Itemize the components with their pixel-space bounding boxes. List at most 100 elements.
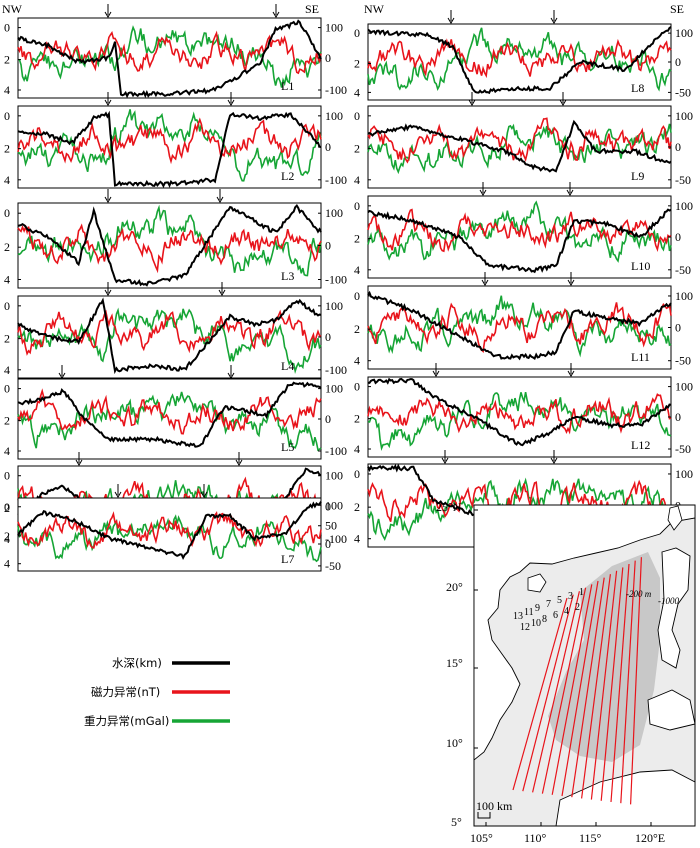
- anomaly-tick-label: 0: [325, 330, 331, 344]
- depth-tick-label: 2: [4, 501, 10, 515]
- panel-frame: [367, 105, 672, 189]
- series-gravity: [367, 392, 672, 451]
- survey-line: [630, 557, 642, 805]
- map-borneo: [555, 769, 696, 827]
- anomaly-tick-label: -50: [675, 263, 691, 277]
- depth-tick-label: 0: [4, 382, 10, 396]
- lat-label-5: 5°: [451, 815, 462, 829]
- series-magnetic: [17, 223, 322, 274]
- survey-line: [600, 567, 624, 801]
- series-depth: [367, 119, 672, 173]
- series-gravity: [17, 204, 322, 277]
- map-luzon: [657, 547, 691, 669]
- series-depth: [367, 208, 672, 274]
- lat-label-20: 20°: [446, 580, 463, 594]
- series-magnetic: [367, 393, 672, 435]
- survey-line: [571, 577, 605, 798]
- depth-tick-label: 2: [354, 232, 360, 246]
- depth-tick-label: 4: [4, 532, 10, 546]
- anomaly-tick-label: 100: [325, 498, 343, 512]
- profile-panel-l8: L8 0 2 4 100 0 -50: [354, 10, 693, 101]
- depth-tick-label: 4: [354, 532, 360, 546]
- series-magnetic: [367, 38, 672, 79]
- scale-bar: [477, 812, 491, 819]
- boundary-arrow-head: [567, 370, 575, 377]
- map-hainan: [527, 573, 547, 593]
- series-depth: [17, 297, 322, 375]
- depth-tick-label: 4: [4, 83, 10, 97]
- survey-line-labels: 13 11 9 7 5 3 1 12 10 8 6 4 2: [513, 587, 584, 633]
- boundary-arrow-head: [235, 459, 243, 466]
- boundary-arrow-head: [218, 289, 226, 296]
- depth-tick-label: 2: [354, 57, 360, 71]
- series-depth: [17, 110, 322, 189]
- anomaly-tick-label: -50: [325, 559, 341, 573]
- depth-tick-label: 0: [354, 109, 360, 123]
- panel-frame: [17, 378, 322, 460]
- depth-tick-label: 2: [4, 414, 10, 428]
- depth-tick-label: 2: [4, 332, 10, 346]
- profile-label: L1: [281, 79, 294, 93]
- depth-tick-label: 0: [354, 467, 360, 481]
- survey-line-label: 2: [575, 602, 580, 613]
- location-map: -200 m -1000 13 11 9 7 5 3 1 12 10 8 6 4 2 100 km 25…: [436, 500, 696, 845]
- boundary-arrow-head: [447, 17, 455, 24]
- anomaly-tick-label: 0: [325, 239, 331, 253]
- anomaly-tick-label: -50: [675, 85, 691, 99]
- boundary-arrow-head: [104, 11, 112, 18]
- survey-line-label: 4: [564, 606, 569, 617]
- lat-label-10: 10°: [446, 736, 463, 750]
- survey-line: [581, 574, 611, 799]
- panel-frame: [17, 105, 322, 189]
- profile-panel-l5: L5 0 2 4 100 0 -100: [4, 365, 347, 460]
- survey-line: [551, 584, 593, 795]
- survey-line: [541, 587, 587, 794]
- map-ticks: [474, 509, 652, 827]
- depth-tick-label: 2: [4, 142, 10, 156]
- scale-label: 100 km: [476, 799, 513, 813]
- series-gravity: [17, 514, 322, 563]
- series-depth: [17, 501, 322, 561]
- survey-line-label: 6: [553, 610, 558, 621]
- boundary-arrow-head: [216, 196, 224, 203]
- survey-line-label: 13: [513, 611, 523, 622]
- profile-panel-l10: L10 0 2 4 100 0 -50: [354, 182, 693, 279]
- anomaly-tick-label: 100: [325, 382, 343, 396]
- series-gravity: [367, 27, 672, 92]
- anomaly-tick-label: -50: [675, 173, 691, 187]
- survey-line: [522, 594, 574, 792]
- profile-label: L2: [281, 169, 294, 183]
- depth-tick-label: 0: [354, 26, 360, 40]
- profile-panel-l2: L2 0 2 4 100 0 -100: [4, 92, 347, 189]
- anomaly-tick-label: 100: [675, 26, 693, 40]
- survey-line-label: 7: [546, 599, 551, 610]
- profile-label: L3: [281, 269, 294, 283]
- boundary-arrow-head: [559, 99, 567, 106]
- depth-tick-label: 2: [354, 322, 360, 336]
- depth-tick-label: 4: [354, 173, 360, 187]
- survey-line-label: 3: [568, 591, 573, 602]
- anomaly-tick-label: 100: [675, 109, 693, 123]
- map-taiwan: [667, 505, 683, 531]
- depth-tick-label: 2: [4, 240, 10, 254]
- boundary-arrow-head: [567, 279, 575, 286]
- depth-tick-label: 2: [354, 142, 360, 156]
- boundary-arrow-head: [479, 189, 487, 196]
- series-magnetic: [17, 30, 322, 75]
- series-gravity: [367, 477, 672, 542]
- profile-panel-l3: L3 0 2 4 100 0 -100: [4, 189, 347, 289]
- anomaly-tick-label: 100: [325, 21, 343, 35]
- lon-label-115: 115°: [579, 831, 602, 845]
- depth-tick-label: 0: [4, 469, 10, 483]
- series-magnetic: [17, 309, 322, 356]
- boundary-arrow-head: [104, 289, 112, 296]
- depth-tick-label: 4: [354, 442, 360, 456]
- profile-panels: L10241000-100L20241000-100L30241000-100L…: [4, 4, 693, 573]
- depth-tick-label: 0: [4, 500, 10, 514]
- series-gravity: [367, 295, 672, 358]
- survey-line: [512, 597, 568, 791]
- series-depth: [367, 26, 672, 95]
- boundary-arrow-head: [114, 491, 122, 498]
- depth-tick-label: 0: [4, 299, 10, 313]
- anomaly-tick-label: -100: [325, 173, 347, 187]
